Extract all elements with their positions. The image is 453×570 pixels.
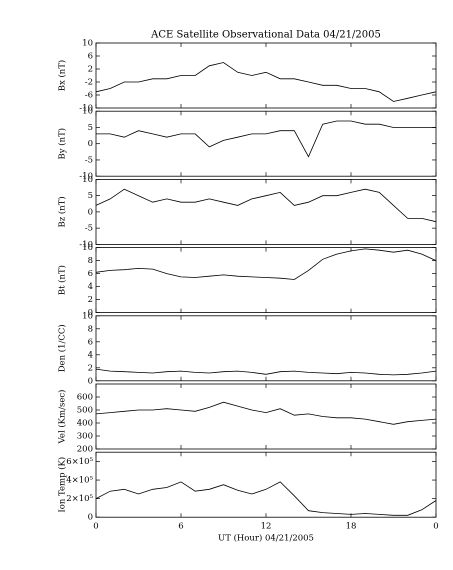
y-tick-label: -5: [85, 155, 93, 165]
data-line: [95, 368, 437, 376]
y-axis-label: Bt (nT): [57, 265, 68, 295]
y-tick-label: 0: [88, 513, 93, 523]
y-tick-label: -10: [79, 240, 93, 250]
data-line: [95, 188, 437, 223]
x-tick-label: 6: [178, 522, 183, 532]
y-tick-label: 500: [77, 406, 93, 416]
y-tick-label: 5: [88, 191, 93, 201]
y-axis-label: By (nT): [57, 128, 68, 160]
y-axis-label: Den (1/CC): [57, 324, 68, 372]
y-tick-label: 400: [77, 419, 93, 429]
y-tick-label: -5: [85, 224, 93, 234]
y-tick-label: 200: [77, 445, 93, 455]
y-tick-label: 2×10⁵: [66, 494, 93, 504]
y-tick-label: 10: [82, 311, 93, 321]
y-tick-label: -10: [79, 172, 93, 182]
y-tick-label: 300: [77, 432, 93, 442]
y-tick-label: 4×10⁵: [66, 476, 93, 486]
y-tick-label: 4: [88, 282, 93, 292]
y-tick-label: -10: [79, 104, 93, 114]
chart-title: ACE Satellite Observational Data 04/21/2…: [150, 30, 381, 41]
y-tick-label: 6×10⁵: [66, 457, 93, 467]
data-line: [95, 62, 437, 102]
y-tick-label: 5: [88, 123, 93, 133]
y-tick-label: -2: [85, 78, 93, 88]
x-tick-label: 18: [346, 522, 357, 532]
y-tick-label: 0: [88, 139, 93, 149]
data-line: [95, 401, 437, 425]
y-axis-label: Bz (nT): [57, 196, 68, 227]
y-tick-label: 0: [88, 376, 93, 386]
y-tick-label: -6: [85, 91, 93, 101]
data-line: [96, 120, 436, 158]
y-tick-label: 0: [88, 308, 93, 318]
data-line: [95, 248, 437, 280]
y-tick-label: 8: [88, 324, 93, 334]
y-tick-label: 10: [82, 39, 93, 49]
x-tick-label: 0: [93, 522, 98, 532]
y-axis-label: Bx (nT): [57, 60, 68, 92]
x-tick-label: 0: [433, 522, 438, 532]
y-tick-label: 10: [82, 243, 93, 253]
y-tick-label: 600: [77, 393, 93, 403]
y-tick-label: 2: [88, 295, 93, 305]
y-tick-label: 10: [82, 107, 93, 117]
y-axis-label: Vel (Km/sec): [57, 390, 68, 445]
y-tick-label: 8: [88, 256, 93, 266]
y-tick-label: 2: [88, 363, 93, 373]
y-tick-label: 0: [88, 207, 93, 217]
y-tick-label: 6: [88, 269, 93, 279]
y-tick-label: 2: [88, 65, 93, 75]
x-axis-label: UT (Hour) 04/21/2005: [218, 533, 314, 544]
y-tick-label: 4: [88, 350, 93, 360]
data-line: [95, 481, 437, 516]
y-tick-label: 6: [88, 52, 93, 62]
y-tick-label: 10: [82, 175, 93, 185]
x-tick-label: 12: [261, 522, 272, 532]
y-axis-label: Ion Temp (K): [57, 457, 68, 513]
y-tick-label: 6: [88, 337, 93, 347]
